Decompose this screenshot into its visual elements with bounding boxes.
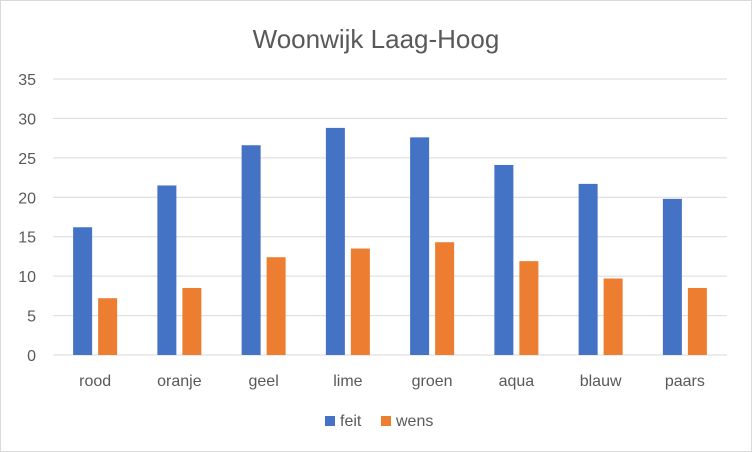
y-tick-label: 10 (18, 269, 36, 286)
bar-wens-aqua (519, 261, 539, 355)
x-tick-label: aqua (499, 373, 535, 390)
x-tick-label: rood (79, 373, 111, 390)
bar-wens-lime (350, 248, 370, 355)
bars (73, 127, 707, 356)
bar-wens-paars (687, 287, 707, 355)
legend-swatch-feit (325, 416, 335, 426)
bar-wens-geel (266, 257, 286, 355)
bar-feit-oranje (157, 185, 177, 355)
legend-label-wens: wens (395, 413, 433, 430)
x-axis-ticks: rood oranje geel lime groen aqua blauw paars (79, 373, 705, 390)
bar-feit-rood (73, 227, 93, 355)
y-tick-label: 35 (18, 72, 36, 89)
gridlines (53, 78, 727, 356)
chart-title: Woonwijk Laag-Hoog (253, 24, 500, 54)
x-tick-label: groen (412, 373, 453, 390)
bar-wens-rood (98, 298, 118, 355)
bar-wens-groen (435, 242, 455, 355)
y-tick-label: 0 (27, 348, 36, 365)
bar-feit-paars (662, 198, 682, 355)
bar-feit-geel (241, 145, 261, 355)
legend-label-feit: feit (340, 413, 362, 430)
y-tick-label: 30 (18, 111, 36, 128)
y-tick-label: 20 (18, 190, 36, 207)
x-tick-label: geel (249, 373, 279, 390)
bar-feit-lime (325, 127, 345, 356)
bar-feit-groen (410, 137, 430, 355)
bar-wens-blauw (603, 278, 623, 355)
bar-feit-aqua (494, 164, 514, 355)
y-tick-label: 25 (18, 151, 36, 168)
bar-feit-blauw (578, 183, 598, 355)
legend-swatch-wens (381, 416, 391, 426)
x-tick-label: lime (333, 373, 362, 390)
y-tick-label: 15 (18, 230, 36, 247)
x-tick-label: oranje (157, 373, 202, 390)
y-tick-label: 5 (27, 309, 36, 326)
legend: feit wens (325, 413, 433, 430)
x-tick-label: paars (665, 373, 705, 390)
bar-wens-oranje (182, 287, 202, 355)
x-tick-label: blauw (580, 373, 622, 390)
y-axis-ticks: 0 5 10 15 20 25 30 35 (18, 72, 36, 365)
